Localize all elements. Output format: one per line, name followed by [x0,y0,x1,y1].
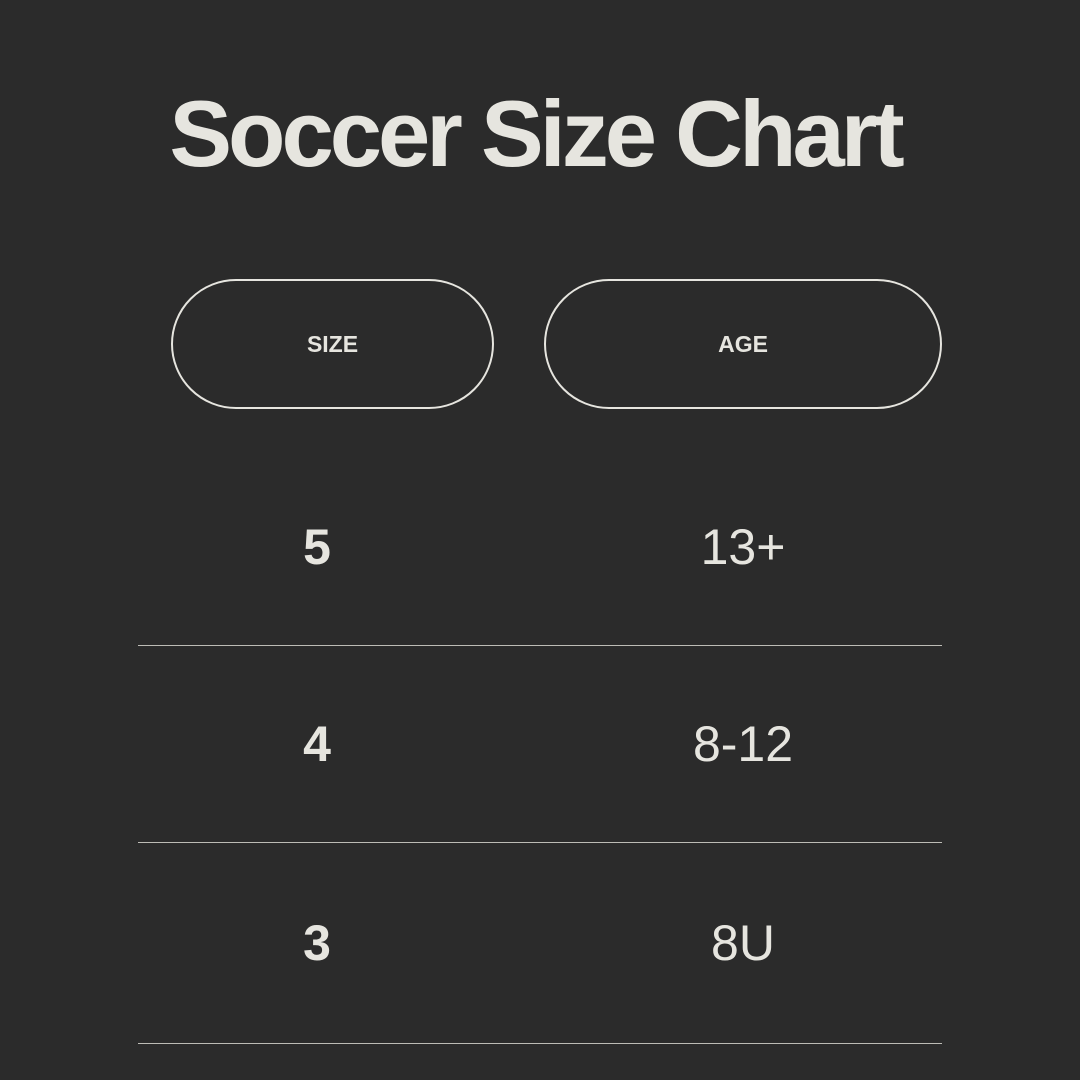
page-title: Soccer Size Chart [169,81,904,186]
size-cell: 5 [303,518,331,575]
table-row: 3 8U [138,843,942,1044]
age-cell: 13+ [700,518,786,575]
table-row: 4 8-12 [138,645,942,843]
age-cell: 8U [711,915,775,971]
table-row: 5 13+ [138,448,942,646]
size-cell: 4 [303,715,331,772]
size-cell: 3 [303,915,331,971]
size-header: SIZE [171,279,494,409]
age-cell: 8-12 [692,715,794,772]
age-header: AGE [544,279,942,409]
